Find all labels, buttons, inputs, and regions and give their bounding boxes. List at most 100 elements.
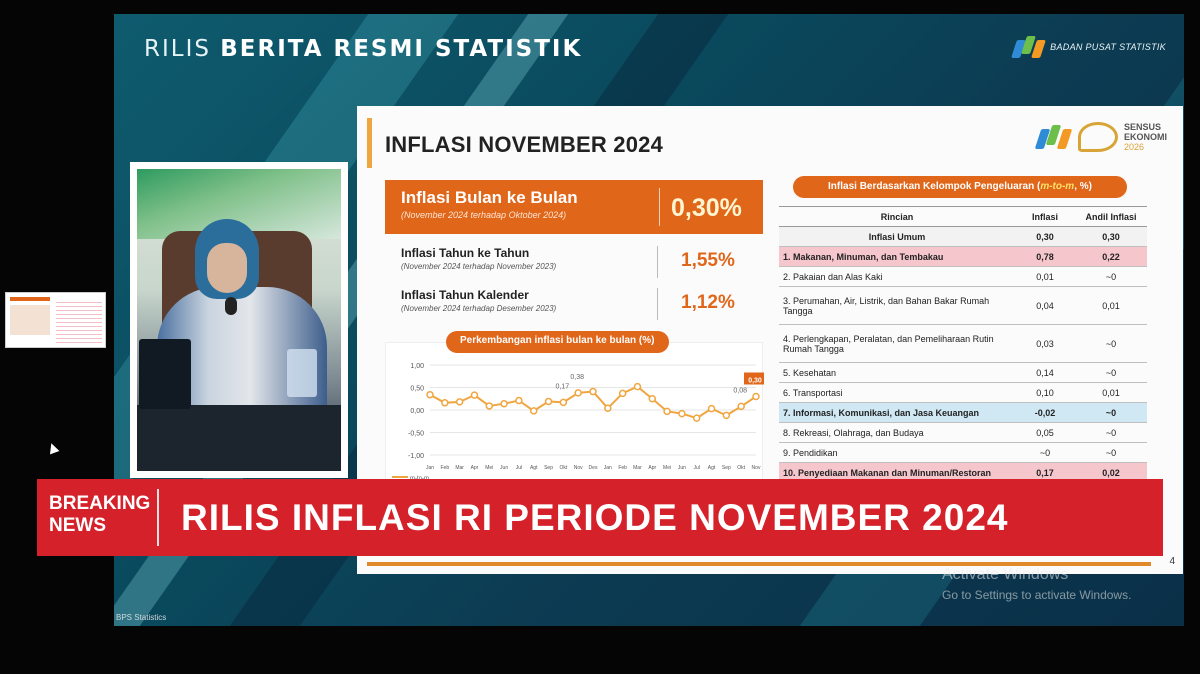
broadcast-title: RILIS BERITA RESMI STATISTIK: [144, 36, 582, 62]
data-point: [633, 382, 642, 391]
data-point: [559, 398, 568, 407]
ytd-inflation-row: Inflasi Tahun Kalender (November 2024 te…: [401, 288, 761, 324]
table-row: 10. Penyediaan Makanan dan Minuman/Resto…: [779, 462, 1147, 483]
header-inflasi: Inflasi: [1015, 206, 1075, 227]
mtm-value: 0,30%: [671, 194, 742, 222]
x-tick-label: Nov: [574, 465, 583, 471]
data-point: [737, 402, 745, 411]
table-row: 7. Informasi, Komunikasi, dan Jasa Keuan…: [779, 402, 1147, 423]
x-tick-label: Apr: [648, 465, 656, 471]
x-tick-label: Feb: [618, 465, 627, 471]
data-point: [426, 390, 434, 399]
yoy-label: Inflasi Tahun ke Tahun: [401, 246, 530, 260]
data-label: 0,38: [570, 374, 584, 381]
speaker-video: [130, 162, 348, 478]
expenditure-group-table: Rincian Inflasi Andil Inflasi Inflasi Um…: [779, 206, 1147, 483]
table-row-general: Inflasi Umum 0,30 0,30: [779, 226, 1147, 247]
table-row: 1. Makanan, Minuman, dan Tembakau 0,78 0…: [779, 246, 1147, 267]
y-tick-label: -1,00: [408, 453, 424, 460]
yoy-subtitle: (November 2024 terhadap November 2023): [401, 262, 557, 271]
breaking-news-tag: BREAKING NEWS: [49, 493, 151, 536]
data-point: [722, 411, 731, 420]
data-point: [618, 389, 627, 398]
table-row: 4. Perlengkapan, Peralatan, dan Pemeliha…: [779, 324, 1147, 363]
data-point: [678, 409, 686, 418]
x-tick-label: Okt: [559, 465, 567, 471]
data-label: 0,08: [733, 387, 747, 394]
mtm-label: Inflasi Bulan ke Bulan: [401, 188, 578, 207]
laptop-icon: [139, 339, 191, 409]
mtm-subtitle: (November 2024 terhadap Oktober 2024): [401, 210, 567, 220]
bps-logo-icon: [1034, 123, 1073, 151]
mtm-chart-svg: 1,00 0,50 0,00 -0,50 -1,00 0,170,38 0,080,30 Ja…: [392, 363, 764, 482]
data-point: [692, 414, 701, 422]
y-tick-label: -0,50: [408, 431, 424, 438]
data-point: [529, 407, 538, 415]
yoy-inflation-row: Inflasi Tahun ke Tahun (November 2024 te…: [401, 246, 761, 282]
breaking-news-banner: BREAKING NEWS RILIS INFLASI RI PERIODE N…: [37, 479, 1163, 556]
data-point: [752, 392, 760, 401]
data-point: [574, 389, 582, 397]
table-row: 3. Perumahan, Air, Listrik, dan Bahan Ba…: [779, 286, 1147, 325]
sensus-ekonomi-logo-icon: [1077, 122, 1118, 152]
data-point: [455, 398, 464, 406]
x-tick-label: Jul: [694, 465, 700, 471]
data-point: [515, 396, 523, 405]
slide-title: INFLASI NOVEMBER 2024: [385, 132, 664, 157]
x-tick-label: Mei: [485, 465, 493, 471]
bps-agency-name: BADAN PUSAT STATISTIK: [1050, 42, 1166, 52]
yoy-value: 1,55%: [681, 250, 735, 271]
bps-logo: BADAN PUSAT STATISTIK: [1011, 34, 1166, 60]
activation-title: Activate Windows: [942, 566, 1069, 583]
chart-title: Perkembangan inflasi bulan ke bulan (%): [446, 331, 669, 353]
data-point: [485, 402, 494, 410]
participant-name: BPS Statistics: [116, 613, 167, 622]
x-tick-label: Nov: [752, 465, 761, 471]
glass-icon: [287, 349, 317, 397]
x-tick-label: Jun: [500, 465, 508, 471]
table-row: 6. Transportasi 0,10 0,01: [779, 382, 1147, 403]
mtm-inflation-box: Inflasi Bulan ke Bulan (November 2024 te…: [385, 180, 763, 234]
activation-message: Go to Settings to activate Windows.: [942, 588, 1132, 602]
x-tick-label: Okt: [737, 465, 745, 471]
data-point: [500, 399, 508, 408]
y-tick-label: 0,00: [410, 408, 424, 415]
table-header-row: Rincian Inflasi Andil Inflasi: [779, 206, 1147, 227]
table-row: 5. Kesehatan 0,14 ~0: [779, 362, 1147, 383]
slide-footer-bar: [367, 562, 1151, 566]
slide-page-number: 4: [1169, 556, 1175, 567]
windows-activation-watermark: Activate Windows Go to Settings to activ…: [942, 566, 1131, 602]
y-tick-label: 0,50: [410, 386, 424, 393]
x-tick-label: Agt: [530, 465, 538, 471]
data-point: [544, 397, 553, 406]
slide-thumbnail[interactable]: [5, 292, 106, 348]
x-tick-label: Sep: [722, 465, 731, 471]
data-point: [470, 391, 479, 399]
table-row: 9. Pendidikan ~0 ~0: [779, 442, 1147, 463]
data-point: [707, 404, 716, 413]
y-tick-label: 1,00: [410, 363, 424, 370]
mtm-chart: 1,00 0,50 0,00 -0,50 -1,00 0,17 0,38 0,08 0,30 Ja…: [385, 331, 764, 482]
x-tick-label: Jun: [678, 465, 686, 471]
data-label: 0,30: [748, 378, 762, 385]
bps-logo-icon: [1011, 34, 1047, 60]
data-point: [441, 399, 449, 407]
data-point: [663, 407, 671, 416]
broadcast-title-light: RILIS: [144, 36, 211, 62]
x-tick-label: Sep: [544, 465, 553, 471]
ytd-subtitle: (November 2024 terhadap Desember 2023): [401, 304, 557, 313]
x-tick-label: Jan: [604, 465, 612, 471]
title-accent-bar: [367, 118, 372, 168]
table-row: 8. Rekreasi, Olahraga, dan Budaya 0,05 ~…: [779, 422, 1147, 443]
data-point: [648, 395, 657, 403]
x-tick-label: Jul: [516, 465, 522, 471]
ytd-value: 1,12%: [681, 292, 735, 313]
data-point: [604, 404, 612, 412]
x-tick-label: Agt: [708, 465, 716, 471]
x-tick-label: Feb: [441, 465, 450, 471]
x-tick-label: Apr: [471, 465, 479, 471]
x-tick-label: Mar: [455, 465, 464, 471]
x-tick-label: Jan: [426, 465, 434, 471]
x-tick-label: Mar: [633, 465, 642, 471]
header-andil: Andil Inflasi: [1075, 206, 1147, 227]
